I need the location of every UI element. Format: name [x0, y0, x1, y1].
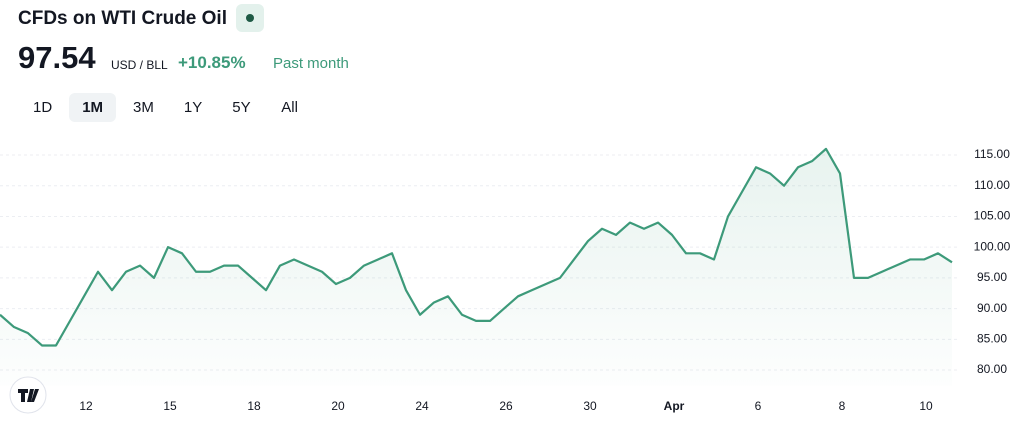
x-tick-label: 10 [919, 399, 933, 413]
y-tick-label: 95.00 [977, 270, 1007, 284]
x-tick-label: 30 [583, 399, 597, 413]
range-tab[interactable]: 3M [133, 99, 154, 116]
range-tab[interactable]: 1Y [183, 99, 203, 116]
logo[interactable] [9, 376, 47, 414]
range-tab[interactable]: All [281, 99, 298, 116]
x-tick-label: 26 [499, 399, 513, 413]
area [0, 148, 952, 386]
period: Past month [273, 55, 349, 72]
change: +10.85% [178, 53, 246, 72]
status-button[interactable] [236, 4, 264, 32]
y-tick-label: 90.00 [977, 301, 1007, 315]
range-tab[interactable]: 1D [33, 99, 53, 116]
x-tick-label: 8 [839, 399, 846, 413]
y-tick-label: 115.00 [974, 147, 1010, 161]
y-tick-label: 85.00 [977, 331, 1007, 345]
x-tick-label: 6 [755, 399, 762, 413]
line [0, 147, 953, 347]
y-tick-label: 110.00 [974, 178, 1010, 192]
x-tick-label: 18 [247, 399, 261, 413]
x-tick-label: 24 [415, 399, 429, 413]
range-tabs: 1D 1M 3M 1Y 5Y All [20, 93, 312, 122]
title: CFDs on WTI Crude Oil [18, 8, 227, 29]
unit: USD / BLL [111, 58, 168, 72]
x-tick-label: 12 [79, 399, 93, 413]
y-tick-label: 100.00 [974, 239, 1011, 253]
y-tick-label: 80.00 [977, 362, 1007, 376]
range-tab[interactable]: 5Y [232, 99, 251, 116]
y-tick-label: 105.00 [974, 209, 1011, 223]
x-tick-label: 20 [331, 399, 345, 413]
price: 97.54 [18, 40, 96, 75]
x-tick-label: 15 [163, 399, 177, 413]
range-tab[interactable]: 1M [69, 93, 117, 122]
x-tick-label: Apr [664, 399, 685, 413]
